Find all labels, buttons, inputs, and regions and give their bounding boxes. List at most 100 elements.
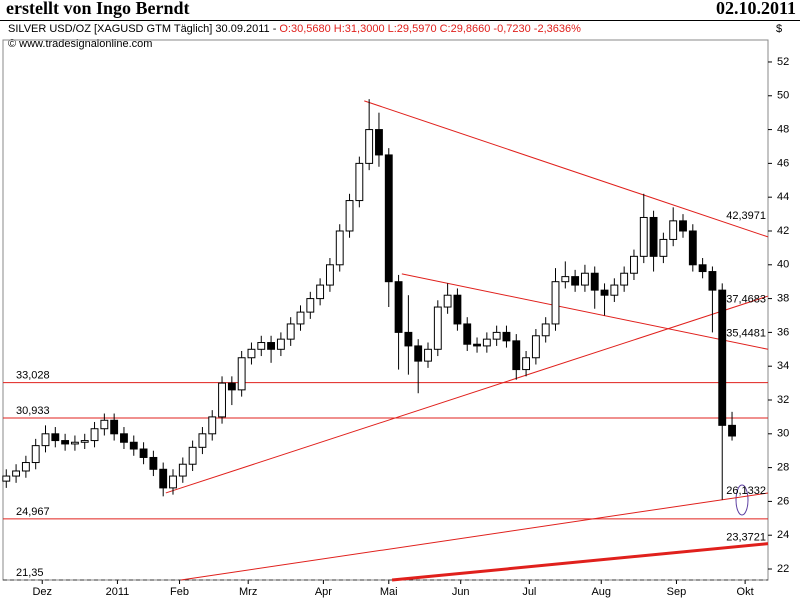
x-tick-label: Jul <box>522 586 536 598</box>
candle-body <box>463 323 472 345</box>
candle-body <box>404 331 413 347</box>
candle-body <box>473 343 481 347</box>
candle-body <box>580 272 589 286</box>
trend-label: 23,3721 <box>726 532 766 544</box>
x-tick-label: Sep <box>667 586 687 598</box>
y-tick-label: 46 <box>777 157 789 169</box>
candle-body <box>61 440 70 445</box>
trend-label: 35,4481 <box>726 328 766 340</box>
candle-body <box>728 424 736 437</box>
symbol-text: SILVER USD/OZ [XAGUSD GTM Täglich] 30.09… <box>8 23 277 35</box>
candle-body <box>659 238 668 257</box>
trend-line <box>180 492 769 581</box>
candle-body <box>169 475 177 489</box>
candle-body <box>286 323 295 340</box>
x-tick-label: Mai <box>380 586 398 598</box>
y-tick-label: 30 <box>777 428 789 440</box>
candle-body <box>296 311 305 325</box>
candle-body <box>188 446 197 465</box>
candle-body <box>345 200 354 232</box>
candle-body <box>522 357 531 371</box>
y-tick-label: 22 <box>777 563 789 575</box>
candle-body <box>365 129 374 164</box>
candle-body <box>80 440 89 443</box>
candle-body <box>306 298 315 313</box>
candle-body <box>70 441 79 445</box>
x-tick-label: Mrz <box>239 586 257 598</box>
candle-body <box>316 284 325 300</box>
level-label: 30,933 <box>16 405 50 417</box>
trend-label: 26,1332 <box>726 485 766 497</box>
candle-body <box>512 340 521 371</box>
quote-text: O:30,5680 H:31,3000 L:29,5970 C:29,8660 … <box>279 23 581 35</box>
candle-body <box>718 289 727 426</box>
candle-body <box>698 264 707 273</box>
candle-body <box>218 382 226 418</box>
plot-frame <box>2 39 769 581</box>
x-tick-label: Aug <box>591 586 611 598</box>
candle-body <box>267 342 276 350</box>
level-label: 24,967 <box>16 506 50 518</box>
candle-body <box>433 306 442 350</box>
candle-body <box>110 419 119 435</box>
candle-body <box>414 345 423 362</box>
trend-label: 37,4683 <box>726 293 766 305</box>
candle-body <box>2 475 11 482</box>
candle-body <box>630 255 638 274</box>
candle-body <box>679 220 687 232</box>
y-tick-label: 44 <box>777 191 789 203</box>
candle-body <box>639 216 648 257</box>
candle-body <box>227 382 236 391</box>
candle-body <box>276 338 285 350</box>
trend-label: 42,3971 <box>726 210 766 222</box>
candle-body <box>424 348 432 362</box>
y-tick-label: 26 <box>777 495 789 507</box>
candle-body <box>139 448 148 458</box>
info-line: SILVER USD/OZ [XAGUSD GTM Täglich] 30.09… <box>8 23 581 35</box>
x-tick-label: Dez <box>32 586 52 598</box>
candle-body <box>590 272 599 291</box>
candle-body <box>355 162 364 202</box>
candle-body <box>375 129 383 156</box>
x-tick-label: Okt <box>737 586 754 598</box>
candle-body <box>257 342 266 350</box>
chart-date: 02.10.2011 <box>716 0 796 18</box>
x-tick-label: Apr <box>315 586 332 598</box>
candle-body <box>551 281 560 325</box>
candle-body <box>384 154 393 283</box>
candle-body <box>492 331 501 340</box>
level-label: 33,028 <box>16 370 50 382</box>
candle-body <box>443 294 452 308</box>
y-tick-label: 40 <box>777 259 789 271</box>
y-tick-label: 50 <box>777 90 789 102</box>
candle-body <box>12 470 21 477</box>
level-label: 21,35 <box>16 567 44 579</box>
y-tick-label: 32 <box>777 394 789 406</box>
candle-body <box>502 331 511 342</box>
candle-body <box>159 468 168 489</box>
candle-body <box>90 428 99 442</box>
y-tick-label: 48 <box>777 123 789 135</box>
source-text: © www.tradesignalonline.com <box>8 38 152 50</box>
candle-body <box>120 433 128 443</box>
candle-body <box>100 419 109 430</box>
candle-body <box>178 463 187 477</box>
candle-body <box>31 445 40 464</box>
candle-body <box>669 220 678 240</box>
candle-body <box>129 441 138 450</box>
candle-body <box>610 284 619 296</box>
trend-line <box>364 100 769 238</box>
trend-line <box>401 273 769 350</box>
candle-body <box>453 294 462 325</box>
candle-body <box>208 416 217 435</box>
candle-body <box>482 338 491 347</box>
candle-body <box>21 462 30 472</box>
candle-body <box>531 335 540 359</box>
highlight-ellipse <box>735 484 749 516</box>
chart-title: erstellt von Ingo Berndt <box>6 0 190 18</box>
candle-body <box>237 357 246 391</box>
candle-body <box>708 271 717 291</box>
y-tick-label: 36 <box>777 326 789 338</box>
candle-body <box>41 433 50 447</box>
